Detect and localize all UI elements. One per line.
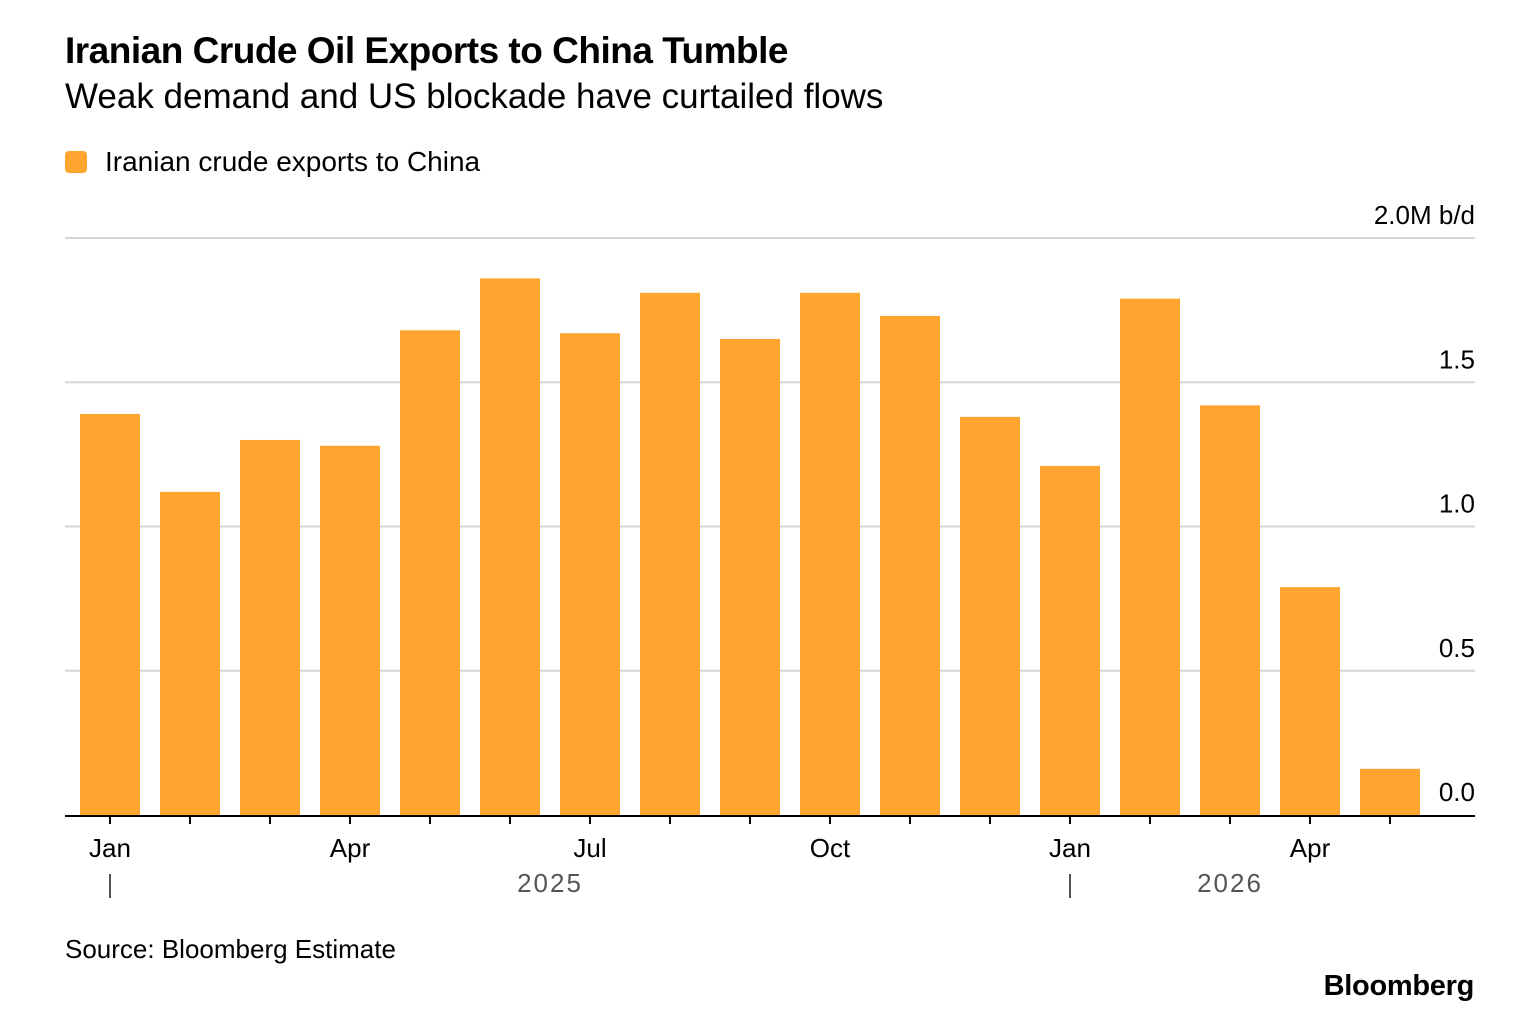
year-label: 2025 — [517, 868, 583, 898]
bar — [400, 330, 460, 815]
legend-label: Iranian crude exports to China — [105, 146, 481, 177]
y-tick-label: 1.5 — [1439, 344, 1475, 374]
bar — [480, 278, 540, 815]
x-tick-label: Apr — [1290, 833, 1331, 863]
bar — [560, 333, 620, 815]
x-tick-label: Oct — [810, 833, 851, 863]
bar — [1040, 465, 1100, 815]
legend: Iranian crude exports to China — [65, 142, 480, 182]
chart-title: Iranian Crude Oil Exports to China Tumbl… — [65, 30, 789, 71]
legend-swatch — [65, 151, 87, 173]
bar-chart: 0.0 0.5 1.0 1.5 2.0M b/d Jan Apr Jul Oct Jan Apr 2… — [65, 200, 1475, 898]
bar — [160, 491, 220, 815]
bar — [720, 338, 780, 815]
bar — [80, 413, 140, 815]
brand-logo: Bloomberg — [1323, 970, 1475, 1002]
x-tick-label: Jan — [89, 833, 131, 863]
y-tick-label: 1.0 — [1439, 489, 1475, 519]
x-tick-label: Jul — [573, 833, 606, 863]
bar — [1200, 405, 1260, 815]
y-tick-label: 0.5 — [1439, 633, 1475, 663]
bar — [1280, 587, 1340, 815]
x-tick-label: Jan — [1049, 833, 1091, 863]
y-tick-label: 2.0M b/d — [1374, 200, 1475, 230]
y-axis-labels: 0.0 0.5 1.0 1.5 2.0M b/d — [1374, 200, 1475, 807]
x-axis-labels: Jan Apr Jul Oct Jan Apr 2025 2026 — [89, 833, 1331, 898]
chart-subtitle: Weak demand and US blockade have curtail… — [65, 77, 884, 116]
y-tick-label: 0.0 — [1439, 777, 1475, 807]
bars — [80, 278, 1420, 816]
bar — [1120, 298, 1180, 816]
source-note: Source: Bloomberg Estimate — [65, 934, 396, 964]
bar — [320, 445, 380, 815]
bar — [880, 315, 940, 815]
bar — [1360, 768, 1420, 815]
year-label: 2026 — [1197, 868, 1263, 898]
bar — [240, 439, 300, 815]
bar — [960, 416, 1020, 815]
bar — [640, 292, 700, 815]
x-tick-label: Apr — [330, 833, 371, 863]
bar — [800, 292, 860, 815]
x-axis — [65, 815, 1475, 898]
